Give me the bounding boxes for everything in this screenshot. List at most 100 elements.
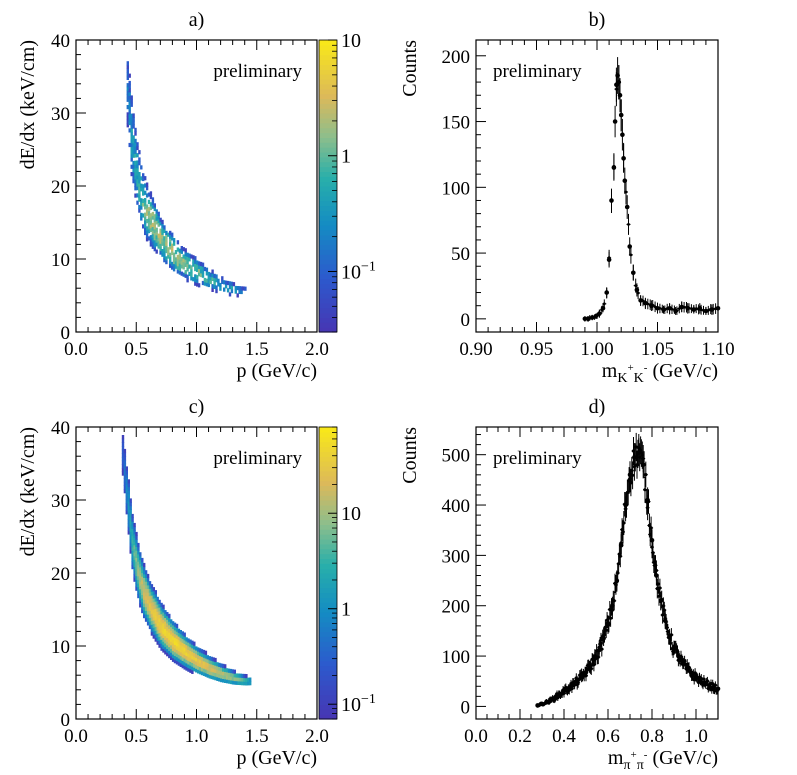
heatmap-cell: [125, 477, 128, 482]
heatmap-cell: [192, 277, 195, 282]
heatmap-cell: [146, 573, 150, 579]
heatmap-cell: [131, 554, 134, 559]
heatmap-cell: [172, 263, 176, 268]
heatmap-cell: [157, 237, 160, 242]
heatmap-cell: [150, 631, 154, 636]
x-tick-label: 1.5: [245, 726, 269, 747]
heatmap-cell: [128, 106, 131, 111]
colorbar-segment: [319, 220, 337, 226]
data-point: [547, 701, 551, 705]
colorbar-segment: [319, 234, 337, 241]
heatmap-cell: [139, 566, 142, 571]
heatmap-cell: [158, 607, 161, 612]
heatmap-cell: [187, 645, 190, 650]
heatmap-cell: [194, 256, 197, 261]
heatmap-cell: [137, 586, 140, 591]
heatmap-cell: [147, 218, 151, 223]
heatmap-cell: [216, 665, 219, 670]
heatmap-cell: [159, 232, 162, 237]
heatmap-cell: [138, 183, 141, 188]
heatmap-cell: [143, 562, 146, 568]
heatmap-cell: [136, 171, 139, 176]
heatmap-cell: [177, 632, 181, 637]
heatmap-cell: [132, 175, 135, 180]
heatmap-cell: [144, 205, 147, 210]
heatmap-cell: [123, 474, 127, 479]
heatmap-cell: [163, 239, 166, 245]
heatmap-cell: [135, 550, 138, 555]
data-point: [593, 315, 596, 319]
heatmap-cell: [157, 244, 160, 249]
heatmap-cell: [180, 260, 183, 265]
heatmap-cell: [153, 239, 156, 244]
heatmap-cell: [127, 515, 130, 520]
colorbar-segment: [319, 602, 337, 608]
heatmap-cell: [145, 204, 149, 209]
heatmap-cell: [180, 264, 183, 269]
colorbar-segment: [319, 40, 337, 46]
data-point: [562, 691, 566, 696]
heatmap-cell: [130, 124, 133, 129]
data-points: [582, 57, 721, 322]
heatmap-cell: [200, 652, 204, 657]
heatmap-cell: [127, 504, 130, 509]
y-tick-label: 200: [442, 597, 471, 618]
heatmap-cell: [166, 615, 169, 620]
heatmap-cell: [156, 607, 159, 612]
heatmap-cell: [125, 488, 128, 493]
heatmap-cell: [191, 669, 194, 674]
heatmap-cell: [212, 664, 215, 669]
heatmap-cell: [230, 281, 234, 286]
heatmap-cell: [184, 273, 187, 278]
heatmap-cell: [171, 624, 175, 629]
heatmap-cell: [128, 80, 131, 86]
heatmap-cell: [134, 138, 137, 143]
x-axis-label: mK+K- (GeV/c): [602, 360, 718, 386]
heatmap-cell: [206, 669, 209, 674]
heatmap-cell: [127, 493, 130, 499]
heatmap-cell: [197, 261, 201, 266]
heatmap-cell: [137, 572, 140, 577]
heatmap-cell: [146, 610, 150, 615]
data-point: [646, 500, 651, 504]
heatmap-cell: [154, 593, 157, 598]
data-point: [668, 641, 673, 645]
heatmap-cell: [200, 656, 204, 661]
heatmap-cell: [210, 660, 213, 665]
heatmap-cell: [134, 193, 137, 198]
heatmap-cell: [157, 219, 160, 224]
heatmap-cell: [140, 201, 143, 206]
heatmap-cell: [142, 187, 145, 192]
heatmap-cell: [242, 286, 245, 291]
colorbar-segment: [319, 142, 337, 148]
colorbar-segment: [319, 122, 337, 129]
heatmap-cell: [179, 659, 182, 664]
colorbar-segment: [319, 176, 337, 182]
heatmap-cell: [140, 212, 143, 217]
heatmap-cell: [156, 626, 159, 631]
heatmap-cell: [234, 289, 237, 294]
heatmap-cell: [123, 481, 127, 486]
heatmap-cell: [131, 513, 134, 519]
heatmap-cell: [166, 648, 169, 653]
colorbar-segment: [319, 302, 337, 309]
heatmap-cell: [134, 164, 137, 169]
plot-frame: [75, 39, 318, 333]
heatmap-cell: [212, 675, 215, 680]
heatmap-cell: [170, 648, 173, 653]
colorbar-segment: [319, 137, 337, 143]
colorbar-segment: [319, 288, 337, 294]
colorbar-segment: [319, 451, 337, 457]
heatmap-cell: [173, 648, 177, 653]
heatmap-cell: [155, 231, 158, 236]
data-point: [599, 638, 603, 642]
heatmap-cell: [210, 656, 213, 661]
y-tick-label: 10: [51, 637, 70, 658]
heatmap-cell: [144, 614, 148, 619]
colorbar-segment: [319, 181, 337, 187]
heatmap-cell: [125, 502, 128, 508]
heatmap-cell: [200, 667, 204, 672]
data-points: [535, 432, 721, 708]
plot-frame: [475, 39, 719, 333]
heatmap-cell: [128, 102, 131, 107]
